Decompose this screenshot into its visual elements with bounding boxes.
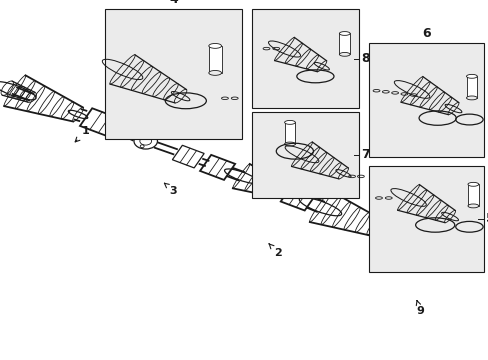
Ellipse shape bbox=[467, 183, 478, 186]
Text: 2: 2 bbox=[268, 244, 281, 258]
Bar bbox=[284, 122, 295, 144]
Text: 4: 4 bbox=[169, 0, 178, 6]
Text: 3: 3 bbox=[164, 183, 177, 196]
Bar bbox=[251, 9, 359, 108]
Text: 7: 7 bbox=[360, 148, 369, 161]
Text: 5: 5 bbox=[485, 212, 488, 225]
Ellipse shape bbox=[467, 204, 478, 208]
Ellipse shape bbox=[339, 53, 349, 56]
Bar bbox=[339, 33, 349, 54]
Ellipse shape bbox=[208, 71, 221, 75]
Bar bbox=[251, 112, 359, 198]
Ellipse shape bbox=[208, 44, 221, 48]
Text: 9: 9 bbox=[415, 301, 424, 316]
Ellipse shape bbox=[466, 75, 476, 78]
Text: 6: 6 bbox=[422, 27, 430, 40]
Bar bbox=[368, 166, 483, 272]
Ellipse shape bbox=[284, 121, 295, 124]
Bar bbox=[105, 9, 242, 139]
Bar bbox=[368, 43, 483, 157]
Ellipse shape bbox=[466, 96, 476, 100]
Text: 8: 8 bbox=[360, 52, 369, 65]
Bar bbox=[467, 184, 478, 206]
Ellipse shape bbox=[284, 142, 295, 146]
Bar bbox=[208, 46, 221, 73]
Text: 1: 1 bbox=[75, 126, 89, 142]
Ellipse shape bbox=[339, 32, 349, 35]
Bar bbox=[466, 76, 476, 98]
